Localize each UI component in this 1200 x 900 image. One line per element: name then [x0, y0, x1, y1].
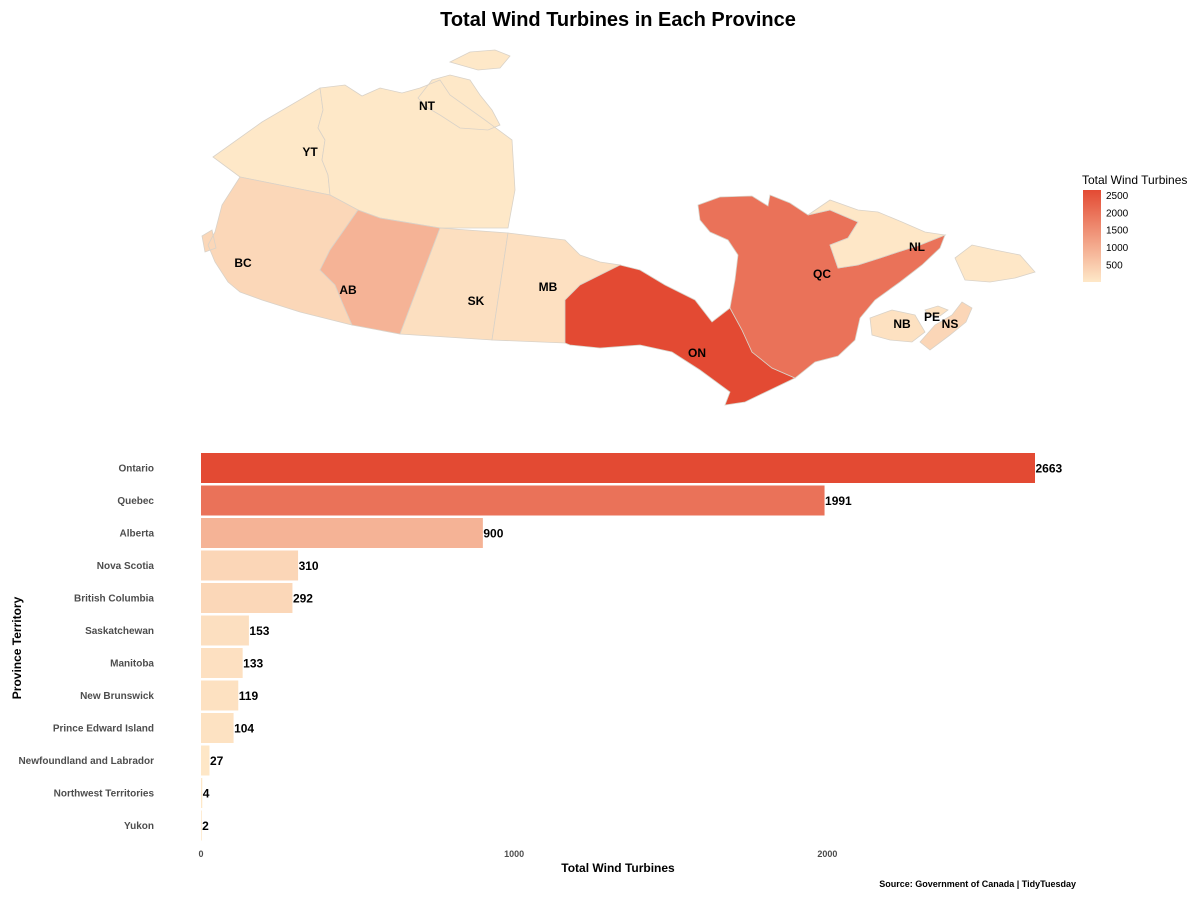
region-ab [319, 209, 441, 335]
bar-value-label: 2663 [1036, 462, 1063, 476]
category-label: New Brunswick [80, 691, 154, 702]
bar [201, 810, 202, 841]
bar-value-label: 153 [249, 624, 269, 638]
category-label: Newfoundland and Labrador [18, 756, 154, 767]
bar [201, 615, 249, 646]
map-label-nb: NB [893, 317, 911, 331]
category-labels: Ontario Quebec Alberta Nova Scotia British C… [18, 464, 154, 833]
bar-chart [201, 453, 1035, 841]
region-pe [924, 305, 949, 317]
region-yt [212, 87, 331, 196]
category-label: Northwest Territories [54, 789, 155, 800]
bar-value-label: 2 [202, 819, 209, 833]
value-labels: 2663 1991 900 310 292 153 133 119 104 27 4 2 [202, 462, 1062, 834]
map-label-ns: NS [942, 317, 959, 331]
legend-tick-label: 1500 [1106, 226, 1129, 237]
region-ns [919, 301, 973, 351]
category-label: Manitoba [110, 659, 154, 670]
category-label: Alberta [120, 529, 155, 540]
region-qc [697, 194, 946, 379]
legend-tick-label: 2500 [1106, 191, 1129, 202]
canada-map [201, 49, 1036, 406]
bar-value-label: 900 [483, 527, 503, 541]
bar [201, 778, 203, 808]
bar [201, 518, 483, 548]
legend-tick-label: 1000 [1106, 243, 1129, 254]
map-label-pe: PE [924, 310, 940, 324]
legend-ticks: 2500 2000 1500 1000 500 [1106, 191, 1129, 271]
region-nb [869, 309, 926, 343]
map-label-mb: MB [539, 280, 558, 294]
bar [201, 485, 825, 516]
x-tick-label: 0 [198, 849, 203, 859]
y-axis-title: Province Territory [10, 596, 24, 699]
bar-value-label: 27 [210, 754, 224, 768]
bar [201, 550, 299, 581]
bar [201, 583, 293, 613]
bar-value-label: 4 [203, 787, 210, 801]
bar-value-label: 292 [293, 592, 313, 606]
map-label-bc: BC [234, 256, 252, 270]
map-label-nl: NL [909, 240, 925, 254]
chart-title: Total Wind Turbines in Each Province [440, 9, 796, 31]
map-label-ab: AB [339, 283, 357, 297]
legend-title: Total Wind Turbines [1082, 173, 1187, 187]
category-label: Saskatchewan [85, 626, 154, 637]
map-labels: YT NT BC AB SK MB ON QC NL NB PE NS [234, 99, 958, 360]
x-tick-labels: 0 1000 2000 [198, 849, 837, 859]
map-label-on: ON [688, 346, 706, 360]
map-label-nt: NT [419, 99, 436, 113]
bar [201, 713, 234, 743]
region-nt [317, 49, 516, 229]
map-label-qc: QC [813, 267, 831, 281]
bar [201, 745, 210, 776]
bar [201, 680, 239, 711]
x-tick-label: 1000 [504, 849, 524, 859]
category-label: Ontario [118, 464, 154, 475]
map-label-yt: YT [302, 145, 318, 159]
x-tick-label: 2000 [817, 849, 837, 859]
category-label: Yukon [124, 821, 154, 832]
legend-tick-label: 500 [1106, 260, 1123, 271]
bar-value-label: 119 [239, 689, 259, 703]
bar-value-label: 310 [299, 559, 319, 573]
bar [201, 453, 1035, 483]
bar [201, 648, 243, 678]
bar-value-label: 133 [243, 657, 263, 671]
bar-value-label: 1991 [825, 494, 852, 508]
caption: Source: Government of Canada | TidyTuesd… [879, 879, 1076, 889]
category-label: Nova Scotia [97, 561, 155, 572]
legend-tick-label: 2000 [1106, 208, 1129, 219]
map-label-sk: SK [468, 294, 485, 308]
category-label: Prince Edward Island [53, 724, 154, 735]
region-nl [807, 199, 1036, 283]
category-label: British Columbia [74, 594, 154, 605]
legend: Total Wind Turbines 2500 2000 1500 1000 500 [1082, 173, 1187, 282]
category-label: Quebec [117, 496, 154, 507]
legend-colorbar [1083, 190, 1101, 282]
x-axis-title: Total Wind Turbines [561, 861, 675, 875]
bar-value-label: 104 [234, 722, 254, 736]
